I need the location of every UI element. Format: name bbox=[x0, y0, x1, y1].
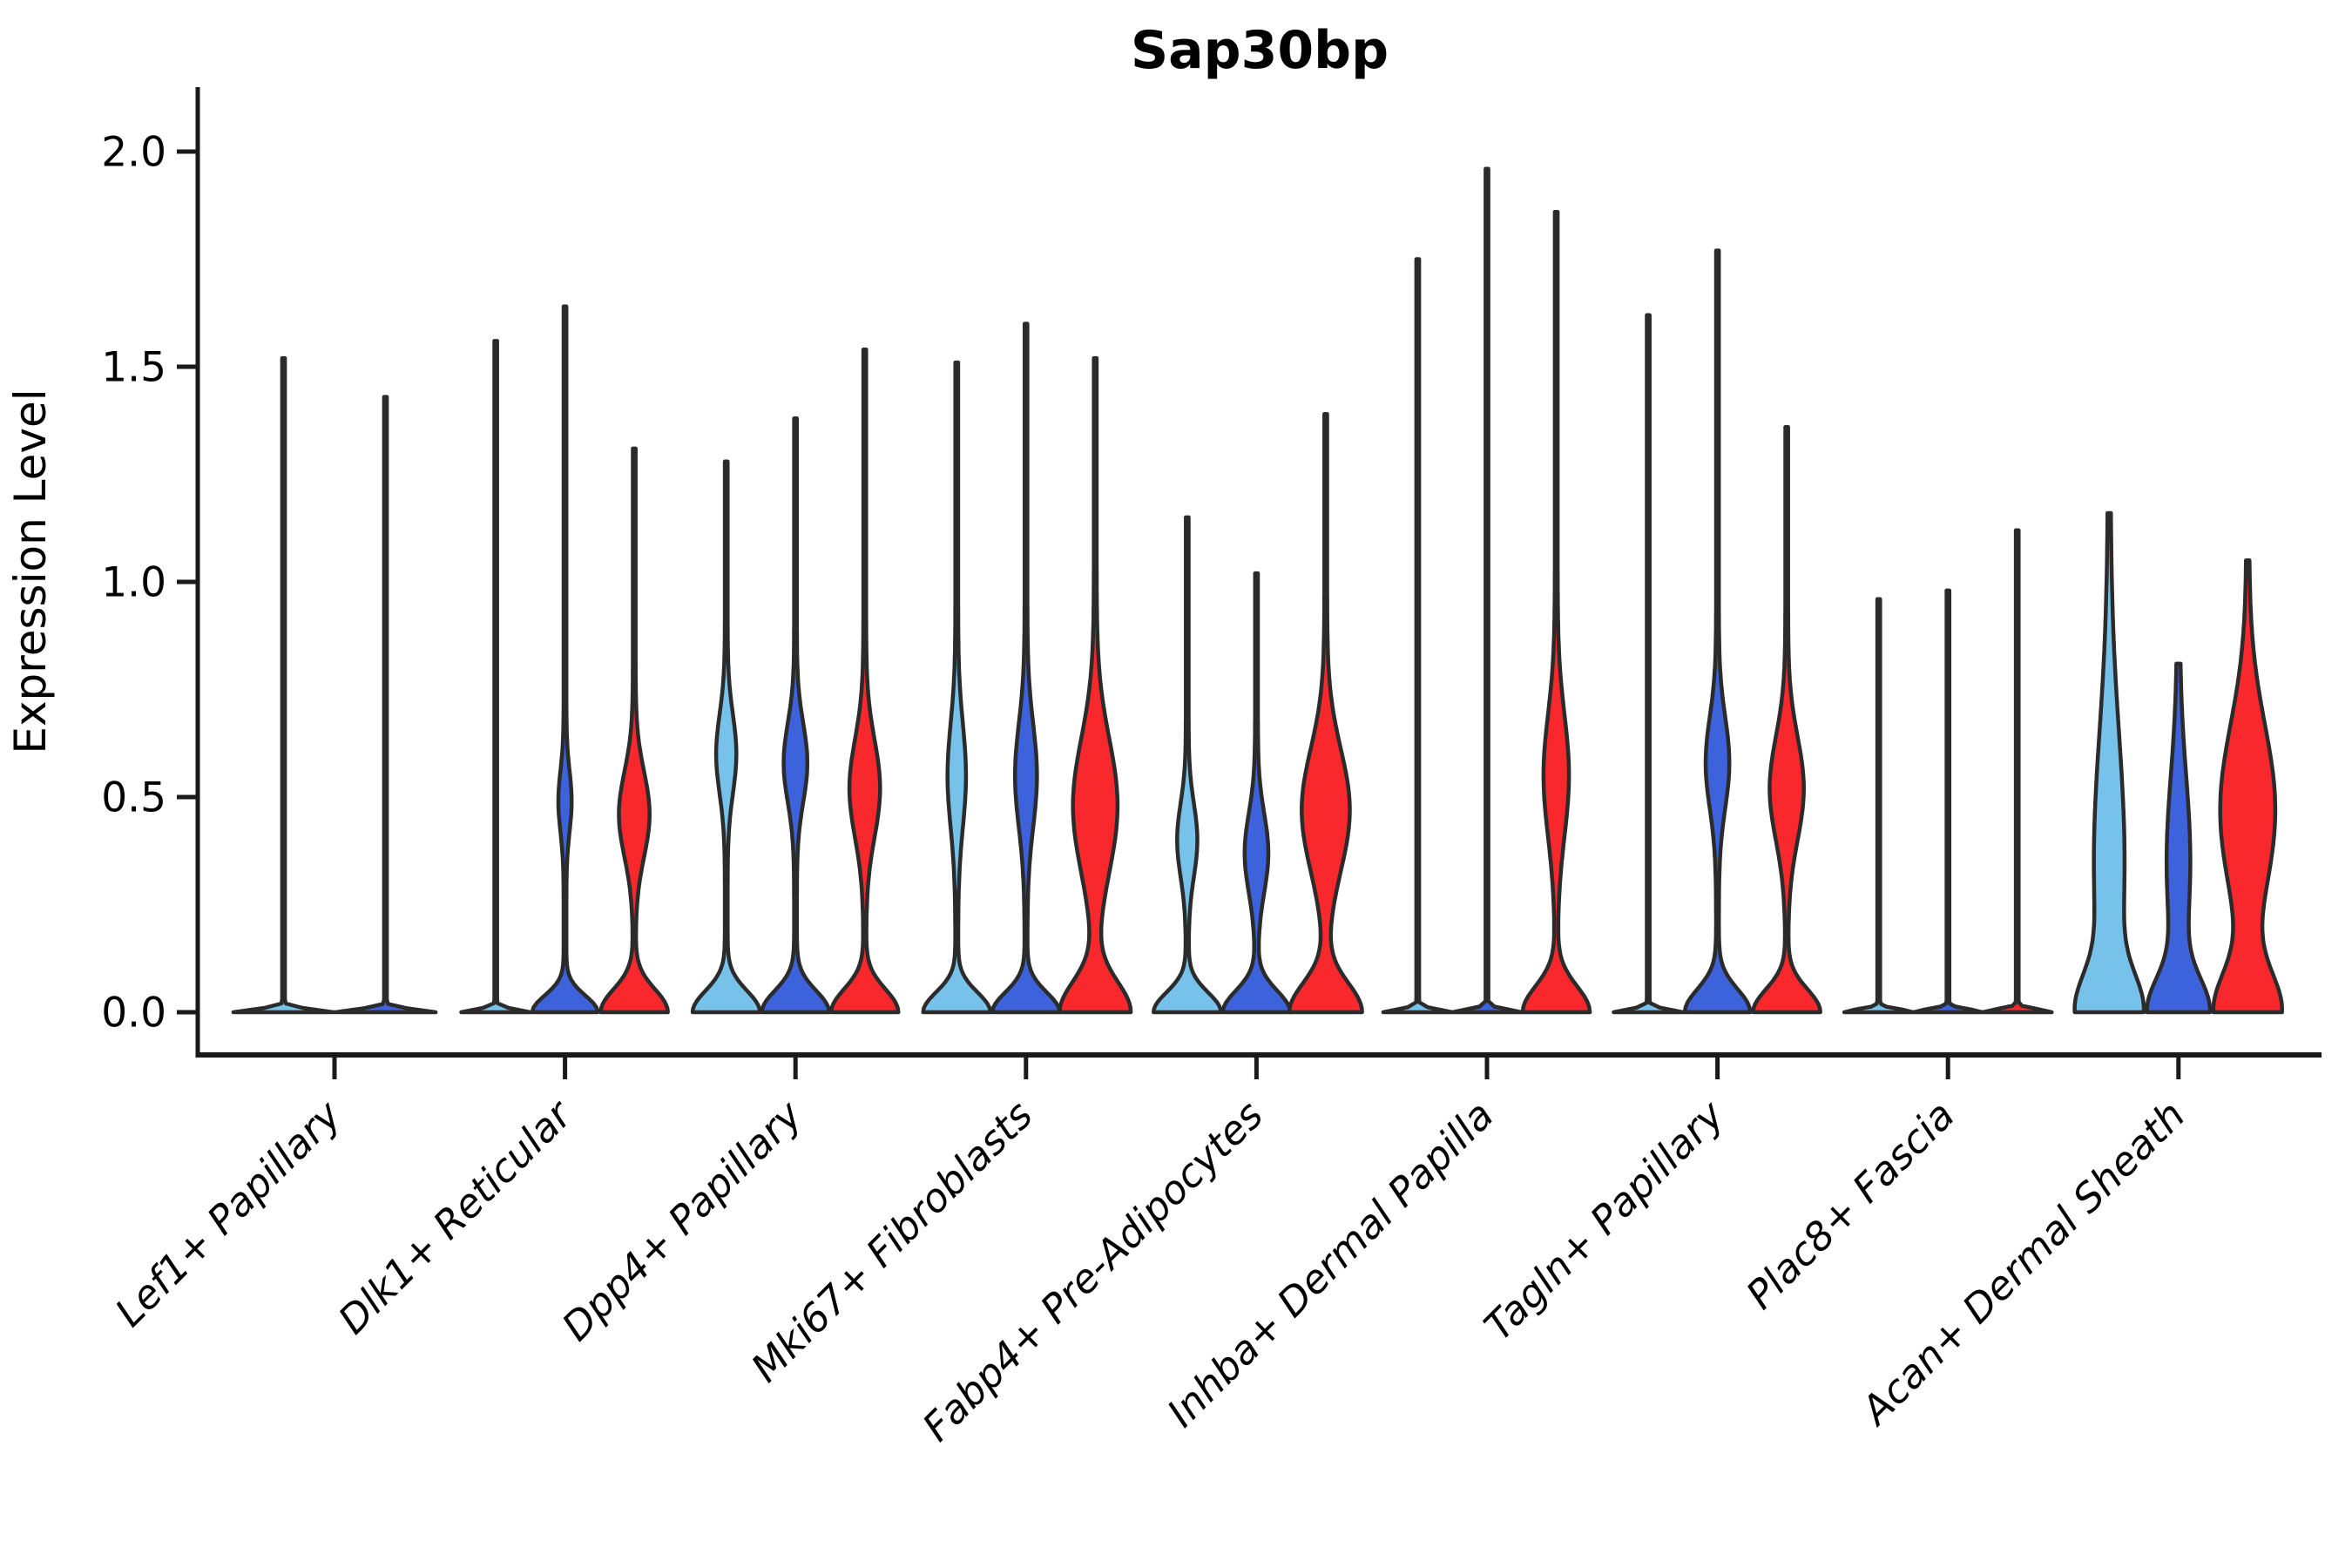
y-axis-label: Expression Level bbox=[5, 389, 56, 754]
x-tick-label-dpp4-papillary: Dpp4+ Papillary bbox=[553, 1091, 812, 1349]
x-tick-label-plac8-fascia: Plac8+ Fascia bbox=[1737, 1092, 1963, 1318]
violin-dlk1-reticular-dark-blue bbox=[530, 304, 600, 1015]
violin-inhba-dermal-papilla-light-blue bbox=[1381, 257, 1455, 1015]
violin-acan-dermal-sheath-dark-blue bbox=[2145, 661, 2213, 1015]
violin-inhba-dermal-papilla-dark-blue bbox=[1450, 166, 1524, 1015]
x-tick-label-dlk1-reticular: Dlk1+ Reticular bbox=[329, 1091, 582, 1343]
violin-mki67-fibroblasts-red bbox=[1058, 355, 1133, 1015]
violin-acan-dermal-sheath-light-blue bbox=[2072, 510, 2146, 1015]
violin-mki67-fibroblasts-light-blue bbox=[921, 360, 993, 1015]
y-tick-label-1.0: 1.0 bbox=[101, 558, 166, 606]
y-tick-label-0.5: 0.5 bbox=[101, 774, 166, 821]
violin-dpp4-papillary-light-blue bbox=[690, 459, 762, 1015]
violin-plac8-fascia-light-blue bbox=[1842, 597, 1916, 1015]
violin-fabp4-pre-adipocytes-light-blue bbox=[1152, 515, 1223, 1015]
violins-layer bbox=[231, 166, 2284, 1015]
y-tick-label-1.5: 1.5 bbox=[101, 343, 166, 391]
violin-dpp4-papillary-dark-blue bbox=[760, 416, 832, 1015]
y-tick-label-0.0: 0.0 bbox=[101, 989, 166, 1037]
x-tick-label-lef1-papillary: Lef1+ Papillary bbox=[106, 1091, 351, 1335]
violin-dpp4-papillary-red bbox=[828, 347, 901, 1015]
violin-plac8-fascia-red bbox=[1980, 528, 2054, 1015]
violin-lef1-papillary-light-blue bbox=[231, 355, 336, 1015]
violin-dlk1-reticular-red bbox=[598, 446, 670, 1015]
violin-tagln-papillary-dark-blue bbox=[1682, 248, 1753, 1015]
x-tick-label-tagln-papillary: Tagln+ Papillary bbox=[1475, 1091, 1734, 1349]
violin-fabp4-pre-adipocytes-red bbox=[1287, 412, 1364, 1015]
violin-dlk1-reticular-light-blue bbox=[459, 339, 532, 1015]
violin-acan-dermal-sheath-red bbox=[2211, 558, 2284, 1015]
violin-tagln-papillary-light-blue bbox=[1612, 313, 1685, 1015]
violin-tagln-papillary-red bbox=[1751, 424, 1822, 1015]
violin-lef1-papillary-dark-blue bbox=[333, 395, 438, 1015]
violin-mki67-fibroblasts-dark-blue bbox=[990, 321, 1062, 1015]
violin-inhba-dermal-papilla-red bbox=[1520, 209, 1592, 1015]
chart-title: Sap30bp bbox=[1131, 20, 1389, 81]
y-tick-label-2.0: 2.0 bbox=[101, 128, 166, 176]
violin-plac8-fascia-dark-blue bbox=[1911, 588, 1985, 1015]
violin-fabp4-pre-adipocytes-dark-blue bbox=[1220, 571, 1293, 1015]
